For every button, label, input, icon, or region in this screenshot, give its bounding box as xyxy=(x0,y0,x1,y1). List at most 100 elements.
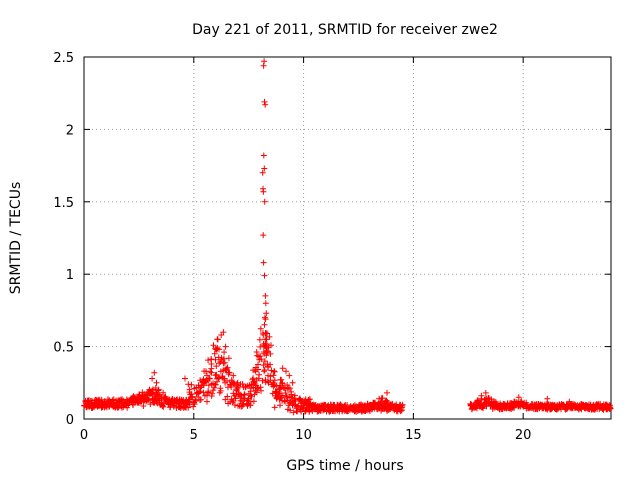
data-point xyxy=(220,329,227,336)
data-point xyxy=(262,340,269,347)
data-point xyxy=(267,361,274,368)
data-point xyxy=(262,300,269,307)
chart-title: Day 221 of 2011, SRMTID for receiver zwe… xyxy=(192,22,498,38)
data-point xyxy=(230,372,237,379)
data-point xyxy=(200,382,207,389)
data-point xyxy=(256,336,263,343)
data-point xyxy=(198,396,204,403)
y-tick-label: 2.5 xyxy=(53,51,74,66)
data-point xyxy=(263,343,269,350)
data-point xyxy=(214,378,220,385)
data-point xyxy=(145,396,152,403)
data-point xyxy=(288,391,295,398)
data-point xyxy=(290,409,297,416)
data-point xyxy=(260,232,267,239)
axis-ticks xyxy=(83,56,611,420)
data-point xyxy=(277,402,283,409)
data-point xyxy=(221,359,228,366)
data-point xyxy=(205,382,212,389)
data-point xyxy=(270,372,277,379)
data-point xyxy=(193,398,199,404)
data-point xyxy=(250,398,257,405)
data-point xyxy=(225,355,232,362)
data-point xyxy=(254,386,261,392)
data-point xyxy=(257,353,264,360)
data-point xyxy=(295,402,302,409)
data-point xyxy=(259,377,266,384)
y-axis-title: SRMTID / TECUs xyxy=(8,182,24,295)
data-point xyxy=(282,398,289,405)
data-point xyxy=(262,292,269,299)
data-point xyxy=(283,393,290,400)
data-point xyxy=(234,379,241,386)
x-tick-label: 20 xyxy=(515,428,532,443)
data-point xyxy=(191,401,198,408)
data-point xyxy=(263,310,270,317)
data-point xyxy=(206,375,213,382)
data-point xyxy=(277,376,284,383)
data-point xyxy=(259,169,266,176)
data-point xyxy=(306,396,313,403)
data-point xyxy=(214,336,221,343)
data-point xyxy=(151,369,158,376)
data-point xyxy=(255,375,262,382)
data-point xyxy=(271,404,278,411)
x-tick-label: 0 xyxy=(80,428,88,443)
y-tick-label: 2 xyxy=(66,123,74,138)
data-point xyxy=(205,389,212,396)
data-point xyxy=(231,402,238,408)
data-point xyxy=(326,408,333,415)
data-point xyxy=(182,375,188,382)
data-point xyxy=(212,381,219,388)
data-point xyxy=(379,395,386,401)
data-point xyxy=(262,316,269,323)
data-point xyxy=(261,198,268,205)
data-point xyxy=(279,365,286,372)
data-point xyxy=(211,350,218,357)
data-point xyxy=(208,361,215,367)
data-point xyxy=(260,259,267,266)
x-tick-label: 10 xyxy=(295,428,312,443)
data-point xyxy=(213,346,220,353)
data-point xyxy=(265,379,272,386)
data-point xyxy=(284,382,291,388)
data-point xyxy=(515,394,522,401)
tick-labels: 0 5 10 15 20 0 0.5 1 1.5 2 2.5 xyxy=(53,51,531,443)
data-point xyxy=(204,398,210,405)
data-point xyxy=(153,379,160,386)
data-point xyxy=(185,404,192,411)
data-point xyxy=(213,363,220,370)
data-point xyxy=(289,379,296,386)
data-point xyxy=(263,336,270,343)
data-point xyxy=(261,368,268,375)
data-point xyxy=(261,98,268,105)
data-point xyxy=(210,342,217,349)
data-point xyxy=(239,381,246,387)
data-point xyxy=(199,378,206,385)
data-point xyxy=(208,369,215,376)
data-point xyxy=(261,272,268,279)
data-point xyxy=(383,397,390,404)
data-point xyxy=(283,368,289,375)
data-point xyxy=(189,393,196,400)
data-point xyxy=(282,390,289,396)
data-point xyxy=(268,342,274,349)
data-point xyxy=(205,357,212,364)
plot-frame xyxy=(83,56,612,420)
data-point xyxy=(124,404,131,411)
data-point xyxy=(305,396,312,403)
y-tick-label: 0 xyxy=(66,413,74,428)
data-point xyxy=(226,369,233,376)
data-point xyxy=(260,152,267,159)
data-point xyxy=(291,401,298,408)
data-point xyxy=(140,403,147,409)
data-point xyxy=(222,396,229,403)
data-point xyxy=(384,389,390,396)
data-point xyxy=(207,368,214,375)
data-point xyxy=(286,372,293,379)
data-point xyxy=(185,381,192,388)
data-point xyxy=(271,368,278,375)
data-point xyxy=(261,314,268,321)
data-point xyxy=(217,387,224,394)
